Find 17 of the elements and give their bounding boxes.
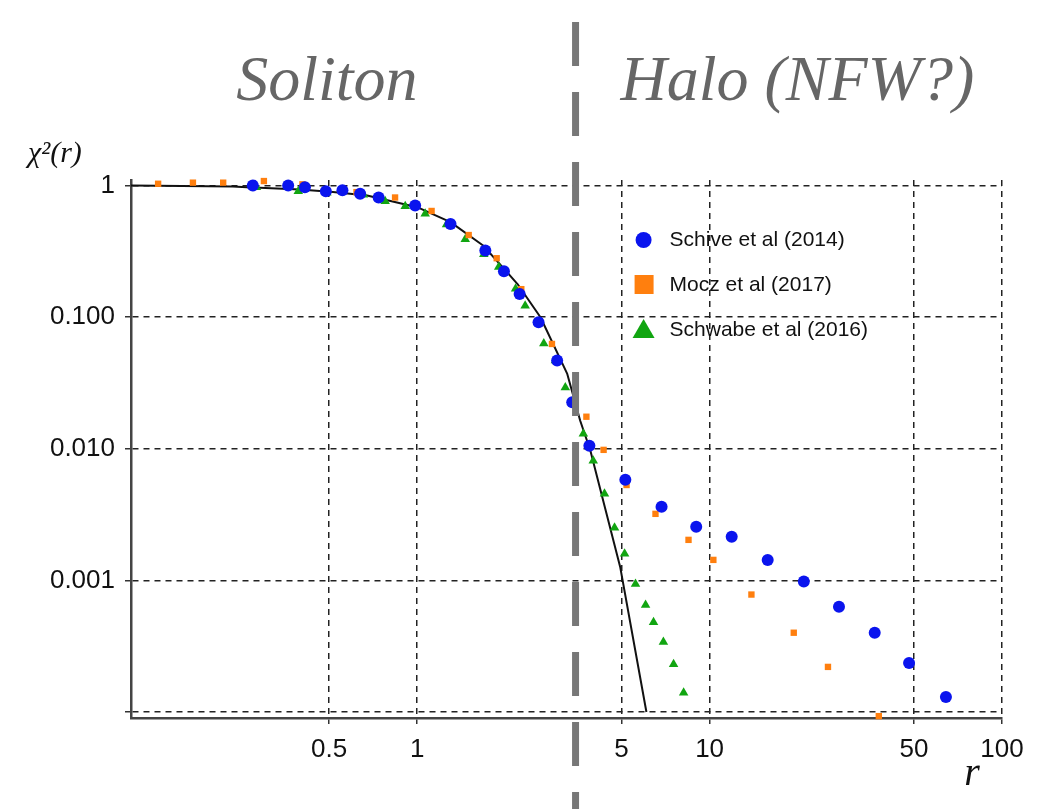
x-tick-label: 100 (980, 732, 1024, 763)
y-tick-label: 0.100 (49, 300, 115, 331)
x-tick-label: 50 (899, 732, 929, 763)
x-tick-label: 5 (614, 732, 629, 763)
y-tick-label: 1 (100, 168, 115, 199)
y-axis-title: χ²(r) (25, 135, 82, 169)
y-tick-label: 0.010 (49, 431, 115, 462)
x-tick-label: 1 (409, 732, 425, 763)
text: Soliton (236, 43, 418, 114)
x-axis-title: r (964, 749, 981, 794)
legend-label: Schive et al (2014) (669, 226, 845, 250)
legend-label: Mocz et al (2017) (669, 271, 832, 295)
y-tick-label: 0.001 (49, 563, 115, 594)
text: Halo (NFW?) (619, 43, 975, 114)
legend-label: Schwabe et al (2016) (669, 316, 869, 340)
x-tick-label: 10 (695, 732, 725, 763)
x-tick-label: 0.5 (311, 732, 348, 763)
